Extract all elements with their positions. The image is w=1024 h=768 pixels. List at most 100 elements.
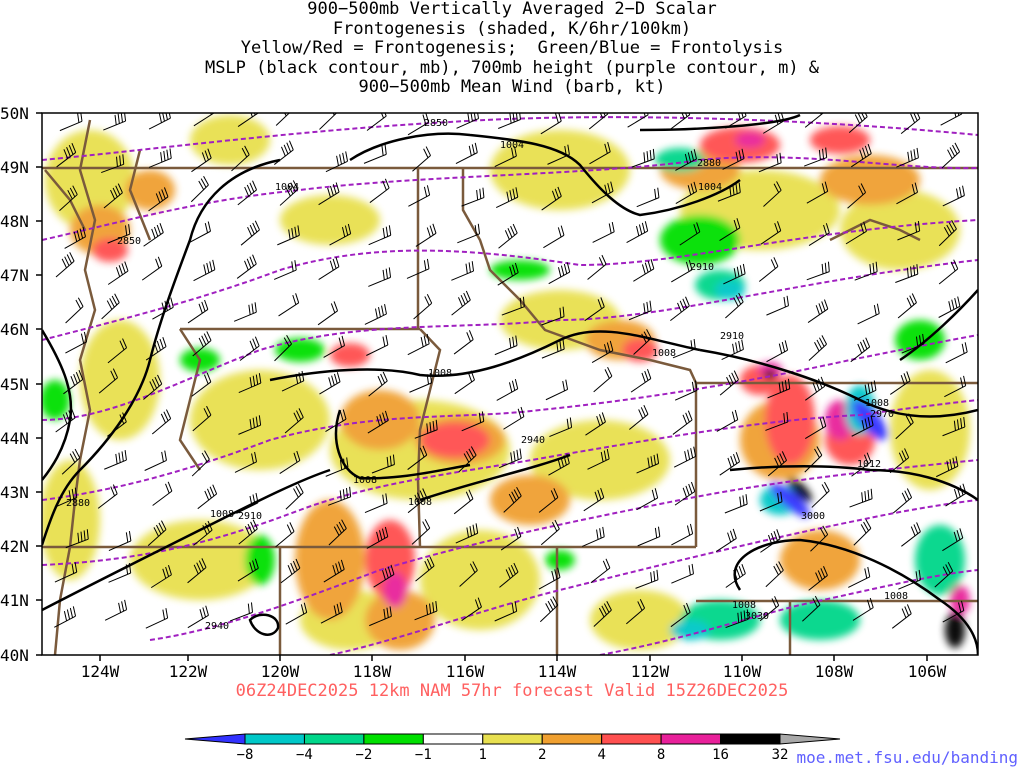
wind-barb bbox=[461, 411, 485, 432]
wind-barb bbox=[451, 290, 471, 316]
wind-barb bbox=[281, 370, 305, 392]
title-line-1: 900−500mb Vertically Averaged 2−D Scalar bbox=[307, 0, 717, 19]
wind-barb bbox=[193, 520, 213, 546]
wind-barb bbox=[364, 304, 387, 325]
wind-barb bbox=[503, 406, 525, 430]
wind-barb bbox=[55, 408, 76, 433]
wind-barb bbox=[366, 335, 389, 356]
wind-barb bbox=[548, 453, 570, 476]
wind-barb bbox=[409, 372, 433, 393]
wind-barb bbox=[807, 299, 829, 323]
wind-barb bbox=[675, 181, 698, 204]
wind-barb bbox=[538, 488, 559, 513]
wind-barb bbox=[889, 448, 910, 474]
title-line-5: 900−500mb Mean Wind (barb, kt) bbox=[358, 77, 666, 97]
wind-barb bbox=[108, 530, 132, 551]
wind-barb bbox=[672, 338, 696, 359]
wind-barb bbox=[854, 261, 878, 281]
height-contours bbox=[42, 116, 978, 655]
wind-barb bbox=[898, 569, 921, 590]
wind-barb bbox=[238, 415, 262, 435]
wind-barb bbox=[857, 303, 880, 325]
wind-barb bbox=[636, 488, 659, 511]
wind-barb bbox=[725, 564, 746, 588]
lat-label-44n: 44N bbox=[0, 429, 29, 448]
wind-barb bbox=[895, 264, 919, 283]
wind-barb bbox=[368, 371, 388, 397]
wind-barb bbox=[802, 595, 821, 622]
wind-barb bbox=[941, 142, 961, 169]
mslp-contours bbox=[42, 113, 978, 655]
wind-barb bbox=[767, 451, 787, 477]
wind-barb bbox=[453, 330, 474, 355]
wind-barb bbox=[625, 599, 646, 625]
wind-barb bbox=[715, 528, 737, 552]
wind-barb bbox=[627, 113, 649, 128]
lon-label-110w: 110W bbox=[723, 662, 762, 681]
wind-barb bbox=[143, 222, 164, 247]
wind-barb bbox=[547, 144, 570, 165]
wind-barb bbox=[671, 563, 694, 584]
wind-barb bbox=[147, 520, 167, 546]
wind-barb bbox=[233, 302, 257, 322]
wind-barb bbox=[759, 491, 783, 512]
wind-barb bbox=[104, 599, 128, 621]
wind-barb bbox=[192, 331, 212, 357]
wind-barb bbox=[845, 221, 867, 245]
wind-barb bbox=[719, 218, 741, 241]
wind-barb bbox=[722, 148, 745, 170]
wind-barb bbox=[587, 254, 607, 280]
wind-barb bbox=[852, 597, 874, 621]
mslp-label: 1008 bbox=[210, 509, 234, 520]
wind-barb bbox=[717, 182, 741, 202]
lat-label-45n: 45N bbox=[0, 375, 29, 394]
colorbar-swatch bbox=[482, 733, 543, 745]
wind-barb bbox=[494, 335, 518, 356]
wind-barb bbox=[765, 411, 789, 431]
wind-barb bbox=[191, 372, 212, 397]
wind-barb bbox=[236, 492, 259, 514]
wind-barb bbox=[65, 297, 84, 324]
colorbar-tick-label: −1 bbox=[415, 747, 432, 763]
wind-barb bbox=[808, 335, 827, 361]
wind-barb bbox=[585, 412, 606, 436]
wind-barb bbox=[635, 569, 659, 589]
wind-barb bbox=[144, 450, 167, 471]
height-label: 2850 bbox=[424, 118, 448, 129]
colorbar-tick-label: 32 bbox=[772, 747, 789, 763]
wind-barb bbox=[191, 148, 212, 173]
colorbar-swatch bbox=[422, 733, 484, 745]
source-url[interactable]: moe.met.fsu.edu/banding bbox=[796, 748, 1018, 767]
mslp-label: 1004 bbox=[500, 140, 524, 151]
wind-barb bbox=[192, 405, 212, 432]
wind-barb bbox=[804, 147, 828, 167]
wind-barb bbox=[371, 454, 395, 474]
lon-label-116w: 116W bbox=[446, 662, 485, 681]
wind-barb bbox=[765, 561, 784, 588]
wind-barb bbox=[592, 221, 615, 243]
colorbar-tick-label: −8 bbox=[237, 747, 254, 763]
wind-barb bbox=[719, 370, 739, 396]
lat-label-48n: 48N bbox=[0, 212, 29, 231]
wind-barb bbox=[636, 453, 660, 474]
wind-barb bbox=[808, 566, 828, 591]
wind-barb bbox=[591, 181, 614, 204]
wind-barb bbox=[411, 519, 431, 545]
wind-barb bbox=[758, 152, 782, 173]
wind-barb bbox=[897, 293, 917, 319]
mslp-label: 1008 bbox=[353, 475, 377, 486]
mslp-label: 1008 bbox=[652, 348, 676, 359]
height-label: 2880 bbox=[697, 158, 721, 169]
wind-barb bbox=[804, 113, 824, 128]
lon-label-118w: 118W bbox=[353, 662, 392, 681]
wind-barb bbox=[319, 372, 341, 395]
height-label: 2880 bbox=[66, 498, 90, 509]
wind-barb bbox=[890, 371, 911, 395]
wind-barb bbox=[325, 409, 347, 432]
wind-barb bbox=[187, 299, 209, 324]
height-label: 3000 bbox=[801, 511, 825, 522]
wind-barb bbox=[363, 144, 387, 164]
wind-barb bbox=[107, 338, 128, 364]
wind-barb bbox=[942, 600, 965, 623]
wind-barb bbox=[459, 561, 478, 587]
